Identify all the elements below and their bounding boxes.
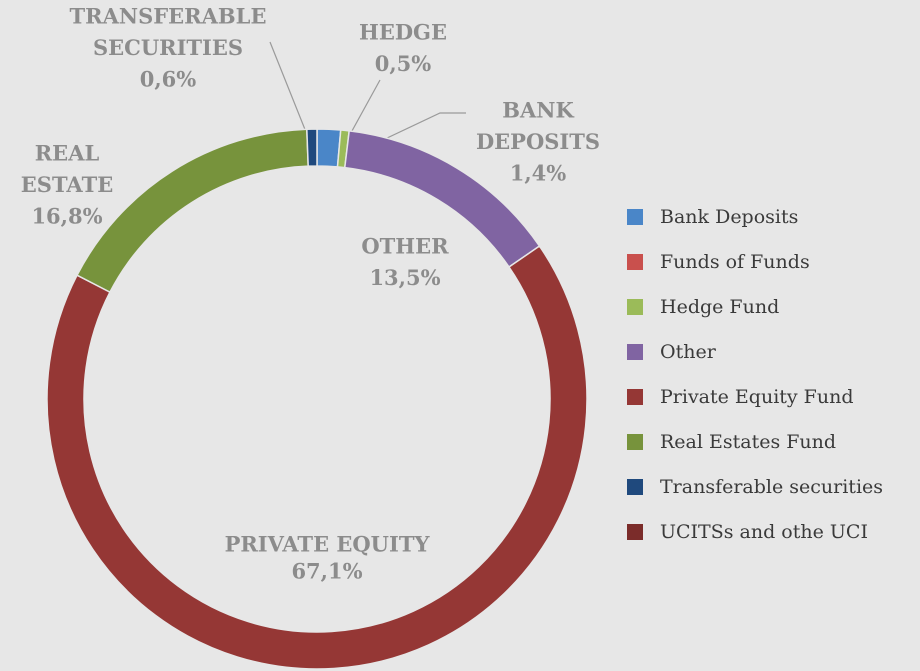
legend-label: Transferable securities — [660, 476, 883, 498]
legend-swatch — [627, 254, 643, 270]
donut-slice — [306, 128, 318, 167]
value-label: 0,5% — [375, 51, 432, 76]
slice-label: BANK — [502, 98, 574, 123]
legend-swatch — [627, 524, 643, 540]
slice-label: PRIVATE EQUITY — [225, 532, 431, 557]
value-label: 0,6% — [140, 67, 197, 92]
slice-label: SECURITIES — [93, 35, 243, 60]
slice-label: HEDGE — [359, 20, 447, 45]
donut-slice — [46, 245, 588, 670]
legend-swatch — [627, 479, 643, 495]
legend-swatch — [627, 209, 643, 225]
legend-label: Real Estates Fund — [660, 431, 836, 453]
legend-label: Hedge Fund — [660, 296, 779, 318]
legend-swatch — [627, 344, 643, 360]
slice-label: TRANSFERABLE — [70, 4, 267, 29]
value-label: 67,1% — [291, 559, 362, 584]
slice-label: DEPOSITS — [476, 129, 600, 154]
legend-label: Private Equity Fund — [660, 386, 854, 408]
legend-swatch — [627, 389, 643, 405]
slice-label: OTHER — [361, 234, 449, 259]
legend-swatch — [627, 299, 643, 315]
legend-swatch — [627, 434, 643, 450]
value-label: 16,8% — [31, 204, 102, 229]
value-label: 13,5% — [369, 265, 440, 290]
legend-label: Funds of Funds — [660, 251, 810, 273]
slice-label: ESTATE — [21, 172, 113, 197]
legend-label: Bank Deposits — [660, 206, 798, 228]
donut-slice — [76, 128, 309, 294]
value-label: 1,4% — [510, 161, 567, 186]
legend-label: UCITSs and othe UCI — [660, 521, 868, 543]
legend-label: Other — [660, 341, 717, 363]
slice-label: REAL — [35, 141, 100, 166]
donut-slice — [316, 128, 342, 168]
